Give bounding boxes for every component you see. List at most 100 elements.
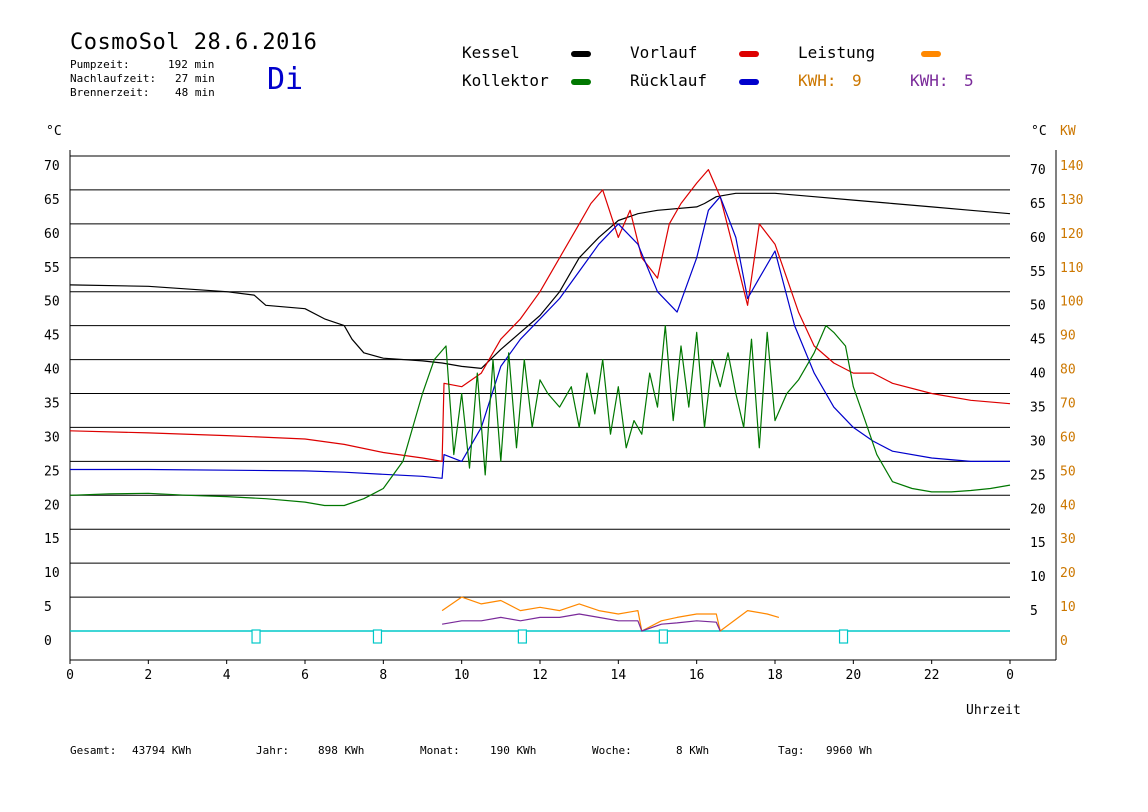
kw-tick-label: 60: [1060, 430, 1076, 445]
y-tick-label-right: 35: [1030, 401, 1046, 416]
x-tick-label: 20: [846, 668, 862, 683]
left-unit-label: °C: [46, 124, 62, 139]
y-tick-label-right: 40: [1030, 367, 1046, 382]
marker-point: [372, 629, 383, 644]
kw-tick-label: 20: [1060, 566, 1076, 581]
stat-pumpzeit-label: Pumpzeit:: [70, 58, 130, 71]
y-tick-label-left: 65: [44, 193, 60, 208]
x-tick-label: 0: [1006, 668, 1014, 683]
kwh-1-value: 9: [852, 71, 862, 90]
kw-tick-label: 100: [1060, 295, 1083, 310]
y-tick-label-left: 10: [44, 566, 60, 581]
stat-brennerzeit-label: Brennerzeit:: [70, 86, 150, 99]
legend-ruecklauf-label: Rücklauf: [630, 71, 708, 90]
kw-tick-label: 120: [1060, 227, 1083, 242]
series-line-leistung: [441, 596, 780, 632]
legend-leistung-label: Leistung: [798, 43, 876, 62]
kw-tick-label: 40: [1060, 498, 1076, 513]
x-tick-label: 16: [689, 668, 705, 683]
kw-tick-label: 10: [1060, 600, 1076, 615]
footer-tag-label: Tag:: [778, 744, 805, 757]
legend-vorlauf-swatch: [739, 51, 759, 57]
y-tick-label-right: 60: [1030, 231, 1046, 246]
series-line-r-cklauf: [70, 196, 1010, 479]
footer-monat-label: Monat:: [420, 744, 460, 757]
y-tick-label-right: 55: [1030, 265, 1046, 280]
weekday-label: Di: [267, 62, 304, 97]
kw-tick-label: 0: [1060, 634, 1068, 649]
y-tick-label-left: 45: [44, 329, 60, 344]
kw-tick-label: 130: [1060, 193, 1083, 208]
legend-kollektor-swatch: [571, 79, 591, 85]
x-tick-label: 4: [223, 668, 231, 683]
footer-woche-label: Woche:: [592, 744, 632, 757]
footer-monat-value: 190 KWh: [490, 744, 537, 757]
footer-gesamt-label: Gesamt:: [70, 744, 117, 757]
y-tick-label-left: 25: [44, 464, 60, 479]
y-tick-label-right: 25: [1030, 468, 1046, 483]
footer-tag-value: 9960 Wh: [826, 744, 873, 757]
footer-jahr-label: Jahr:: [256, 744, 290, 757]
kw-tick-label: 70: [1060, 397, 1076, 412]
kwh-2-value: 5: [964, 71, 974, 90]
y-tick-label-left: 15: [44, 532, 60, 547]
kw-tick-label: 140: [1060, 159, 1083, 174]
y-tick-label-right: 5: [1030, 604, 1038, 619]
x-tick-label: 0: [66, 668, 74, 683]
x-tick-label: 18: [767, 668, 783, 683]
y-tick-label-left: 35: [44, 397, 60, 412]
y-tick-label-right: 50: [1030, 299, 1046, 314]
series-line-kwh-5: [441, 613, 721, 632]
x-tick-label: 22: [924, 668, 940, 683]
y-tick-label-left: 20: [44, 498, 60, 513]
legend-kessel-label: Kessel: [462, 43, 520, 62]
legend-ruecklauf-swatch: [739, 79, 759, 85]
legend-leistung-swatch: [921, 51, 941, 57]
marker-point: [517, 629, 527, 644]
y-tick-label-left: 55: [44, 261, 60, 276]
y-tick-label-left: 70: [44, 159, 60, 174]
x-tick-label: 14: [611, 668, 627, 683]
x-tick-label: 6: [301, 668, 309, 683]
y-tick-label-right: 30: [1030, 434, 1046, 449]
y-tick-label-right: 15: [1030, 536, 1046, 551]
y-tick-label-left: 30: [44, 430, 60, 445]
y-tick-label-left: 50: [44, 295, 60, 310]
series-line-kollektor: [69, 325, 1011, 507]
kwh-2-label: KWH:: [910, 71, 949, 90]
legend-kessel-swatch: [571, 51, 591, 57]
kw-tick-label: 90: [1060, 329, 1076, 344]
x-tick-label: 8: [379, 668, 387, 683]
marker-point: [838, 629, 849, 644]
x-tick-label: 12: [532, 668, 548, 683]
y-tick-label-right: 70: [1030, 163, 1046, 178]
kwh-1-label: KWH:: [798, 71, 837, 90]
y-tick-label-right: 65: [1030, 197, 1046, 212]
legend-kollektor-label: Kollektor: [462, 71, 549, 90]
stat-nachlaufzeit-label: Nachlaufzeit:: [70, 72, 157, 85]
y-tick-label-right: 20: [1030, 502, 1046, 517]
stat-brennerzeit-value: 48 min: [175, 86, 215, 99]
footer-gesamt-value: 43794 KWh: [132, 744, 192, 757]
kw-tick-label: 30: [1060, 532, 1076, 547]
footer-woche-value: 8 KWh: [676, 744, 710, 757]
footer-jahr-value: 898 KWh: [318, 744, 365, 757]
y-tick-label-left: 60: [44, 227, 60, 242]
legend-vorlauf-label: Vorlauf: [630, 43, 698, 62]
y-tick-label-left: 5: [44, 600, 52, 615]
series-line-vorlauf: [69, 169, 1011, 462]
kw-tick-label: 50: [1060, 464, 1076, 479]
marker-point: [251, 629, 261, 644]
stat-nachlaufzeit-value: 27 min: [175, 72, 215, 85]
x-tick-label: 2: [144, 668, 152, 683]
y-tick-label-right: 45: [1030, 333, 1046, 348]
series-line-kessel: [69, 192, 1011, 369]
y-tick-label-left: 0: [44, 634, 52, 649]
x-axis-label: Uhrzeit: [966, 703, 1021, 718]
y-tick-label-right: 10: [1030, 570, 1046, 585]
right-unit-label: °C: [1031, 124, 1047, 139]
marker-point: [658, 629, 668, 644]
stat-pumpzeit-value: 192 min: [168, 58, 215, 71]
y-tick-label-left: 40: [44, 363, 60, 378]
